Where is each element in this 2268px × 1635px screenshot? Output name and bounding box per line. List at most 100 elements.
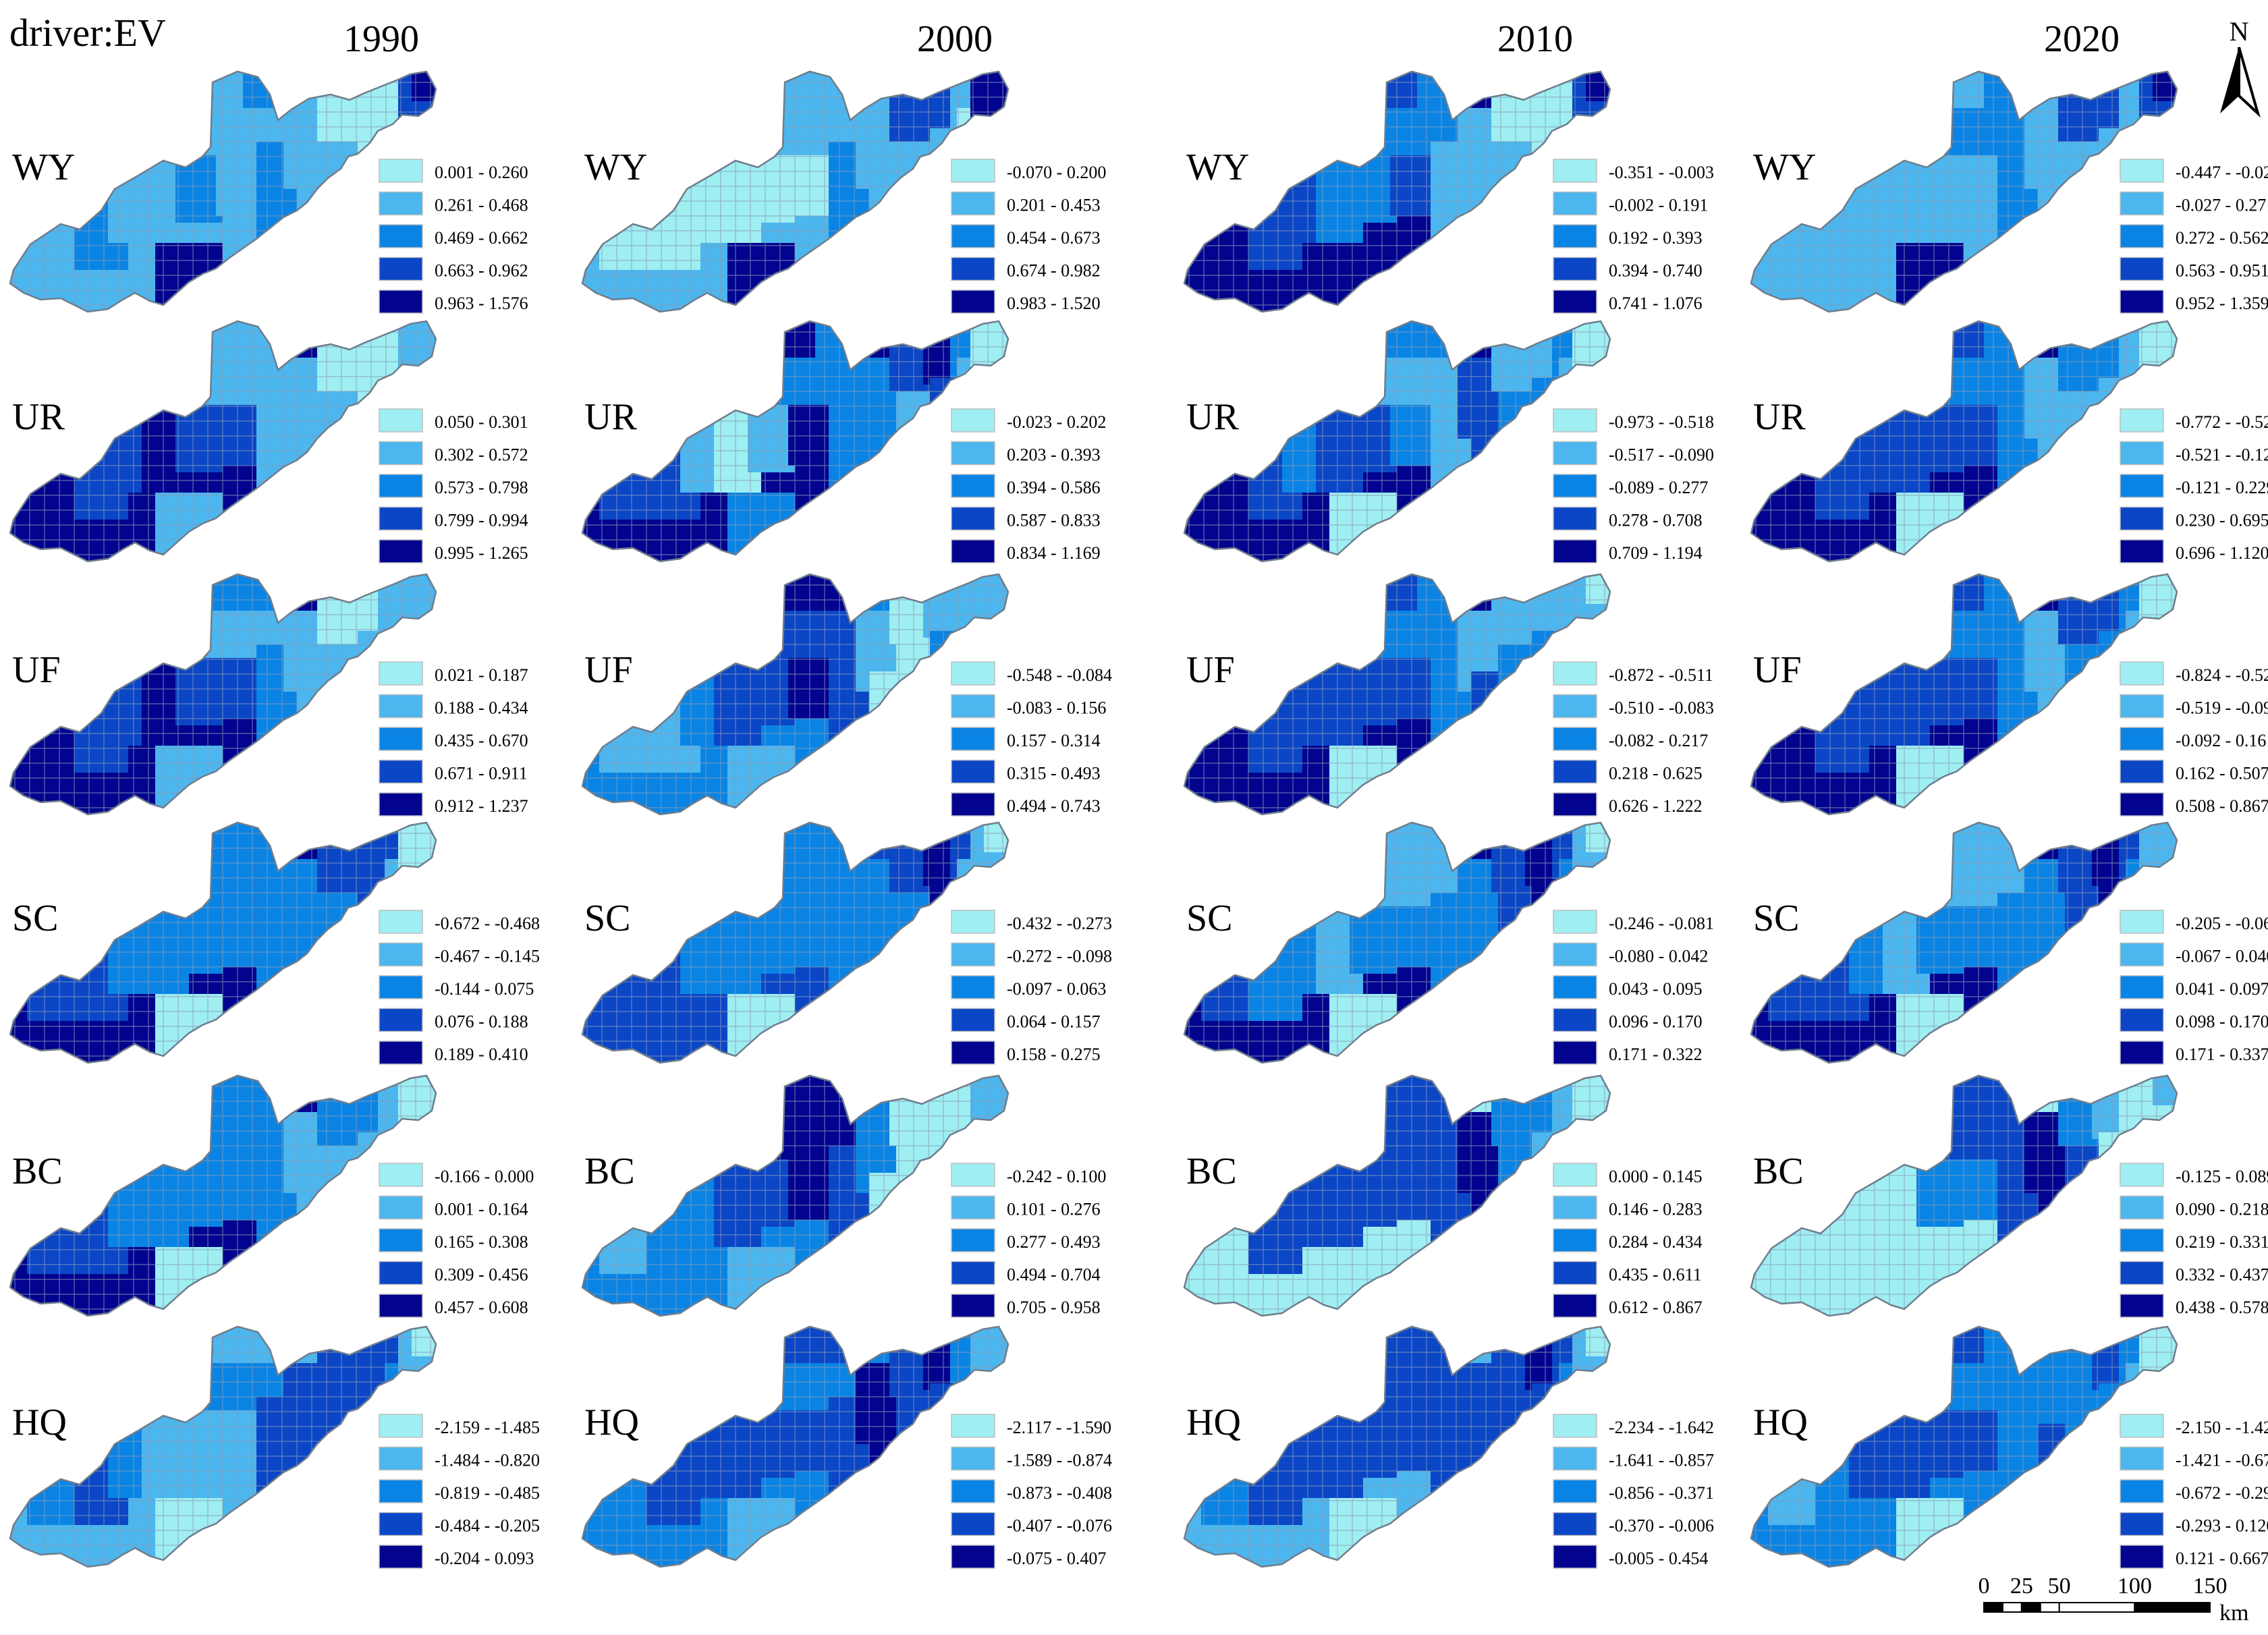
- north-arrow-label: N: [2230, 16, 2249, 47]
- region-outline: [1183, 821, 1611, 1064]
- year-headers: 1990 2000 2010 2020: [343, 18, 2120, 60]
- legend-swatch: [2120, 441, 2164, 466]
- map-zone: [727, 243, 795, 310]
- legend-label: -0.548 - -0.084: [1007, 665, 1112, 685]
- map-zone: [727, 1498, 795, 1565]
- legend: 0.050 - 0.301 0.302 - 0.572 0.573 - 0.798 0…: [379, 408, 528, 563]
- map-zone: [869, 418, 910, 479]
- legend-swatch: [2120, 1512, 2164, 1536]
- map-zone: [1471, 418, 1512, 479]
- legend: -0.125 - 0.089 0.090 - 0.218 0.219 - 0.331…: [2120, 1163, 2268, 1318]
- map-zone: [1896, 493, 1964, 560]
- legend-swatch: [951, 910, 995, 934]
- region-outline: [1750, 1074, 2178, 1317]
- legend: -0.824 - -0.520 -0.519 - -0.093 -0.092 - 0…: [2120, 661, 2268, 816]
- legend-swatch: [2120, 1294, 2164, 1318]
- legend-swatch: [2120, 289, 2164, 314]
- legend-swatch: [1553, 408, 1597, 433]
- map-zone: [155, 746, 223, 813]
- legend-label: -0.872 - -0.511: [1609, 665, 1713, 685]
- driver-label: WY: [1753, 146, 1816, 188]
- region-outline: [9, 70, 437, 313]
- panel-UF-2000: UF -0.548 - -0.084 -0.083 - 0.156 0.157 - 0…: [581, 573, 1112, 816]
- map-zone: [1471, 920, 1512, 980]
- map-zone: [1329, 994, 1397, 1061]
- legend-swatch: [951, 224, 995, 248]
- legend-swatch: [2120, 1260, 2164, 1285]
- driver-label: BC: [584, 1151, 635, 1192]
- legend-label: 0.995 - 1.265: [435, 543, 528, 563]
- panel-HQ-2010: HQ -2.234 - -1.642 -1.641 - -0.857 -0.856 -…: [1183, 1325, 1714, 1569]
- legend-swatch: [379, 694, 423, 719]
- scale-bar-segment: [2058, 1602, 2136, 1613]
- legend-swatch: [951, 942, 995, 967]
- legend-label: -0.772 - -0.522: [2176, 412, 2268, 432]
- region-outline: [1183, 70, 1611, 313]
- legend-swatch: [1553, 159, 1597, 183]
- legend-label: -0.121 - 0.229: [2176, 478, 2268, 497]
- legend-label: 0.671 - 0.911: [435, 764, 528, 783]
- legend-label: 0.674 - 0.982: [1007, 261, 1101, 281]
- year-header-2010: 2010: [1497, 18, 1573, 60]
- legend-swatch: [1553, 1446, 1597, 1471]
- legend-label: 0.626 - 1.222: [1609, 796, 1703, 816]
- panel-SC-2000: SC -0.432 - -0.273 -0.272 - -0.098 -0.097 -…: [581, 821, 1112, 1065]
- legend-swatch: [2120, 727, 2164, 751]
- legend-label: -0.080 - 0.042: [1609, 947, 1708, 966]
- region-outline: [9, 1325, 437, 1568]
- legend-label: 0.219 - 0.331: [2176, 1232, 2268, 1252]
- panel-HQ-2020: HQ -2.150 - -1.422 -1.421 - -0.673 -0.672 -…: [1750, 1325, 2268, 1569]
- legend-swatch: [951, 256, 995, 281]
- legend-swatch: [379, 506, 423, 531]
- legend-label: -0.002 - 0.191: [1609, 196, 1708, 215]
- legend-label: -0.166 - 0.000: [435, 1167, 534, 1186]
- region-outline: [581, 821, 1009, 1064]
- panel-WY-2000: WY -0.070 - 0.200 0.201 - 0.453 0.454 - 0.6…: [581, 70, 1106, 314]
- driver-label: UF: [1186, 649, 1235, 691]
- legend-swatch: [1553, 1163, 1597, 1187]
- map-zone: [155, 994, 223, 1061]
- map-zone: [1896, 746, 1964, 813]
- legend-label: 0.188 - 0.434: [435, 698, 528, 718]
- map-zone: [1896, 243, 1964, 310]
- legend-swatch: [1553, 975, 1597, 999]
- legend-swatch: [1553, 1294, 1597, 1318]
- map-zone: [1471, 1173, 1512, 1234]
- panel-SC-1990: SC -0.672 - -0.468 -0.467 - -0.145 -0.144 -…: [9, 821, 540, 1065]
- map-zone: [155, 1498, 223, 1565]
- legend-swatch: [1553, 506, 1597, 531]
- legend-swatch: [2120, 694, 2164, 719]
- legend-label: 0.983 - 1.520: [1007, 294, 1101, 313]
- legend-swatch: [2120, 759, 2164, 784]
- map-zone: [1896, 1247, 1964, 1314]
- legend-swatch: [951, 1228, 995, 1252]
- region-outline: [581, 1074, 1009, 1317]
- panel-UR-2000: UR -0.023 - 0.202 0.203 - 0.393 0.394 - 0.5…: [581, 320, 1106, 563]
- legend-label: 0.218 - 0.625: [1609, 764, 1703, 783]
- legend-swatch: [1553, 1228, 1597, 1252]
- legend-label: 0.041 - 0.097: [2176, 979, 2268, 999]
- map-zone: [1329, 746, 1397, 813]
- legend-swatch: [951, 408, 995, 433]
- legend-label: 0.469 - 0.662: [435, 228, 528, 248]
- legend-label: -0.351 - -0.003: [1609, 163, 1714, 182]
- legend-label: -0.447 - -0.028: [2176, 163, 2268, 182]
- legend-label: -0.023 - 0.202: [1007, 412, 1106, 432]
- legend-label: 0.709 - 1.194: [1609, 543, 1703, 563]
- legend-label: -0.204 - 0.093: [435, 1549, 534, 1568]
- map-zone: [2038, 920, 2078, 980]
- legend-swatch: [951, 1479, 995, 1503]
- legend-label: 0.162 - 0.507: [2176, 764, 2268, 783]
- legend-swatch: [2120, 1041, 2164, 1065]
- legend-swatch: [2120, 1479, 2164, 1503]
- map-zone: [297, 1173, 337, 1234]
- legend-swatch: [951, 792, 995, 816]
- driver-label: UF: [12, 649, 61, 691]
- driver-label: UR: [1753, 396, 1806, 438]
- legend-label: 0.573 - 0.798: [435, 478, 528, 497]
- legend-label: 0.171 - 0.337: [2176, 1045, 2268, 1064]
- region-outline: [1183, 1074, 1611, 1317]
- driver-label: HQ: [1753, 1402, 1808, 1443]
- legend-swatch: [379, 759, 423, 784]
